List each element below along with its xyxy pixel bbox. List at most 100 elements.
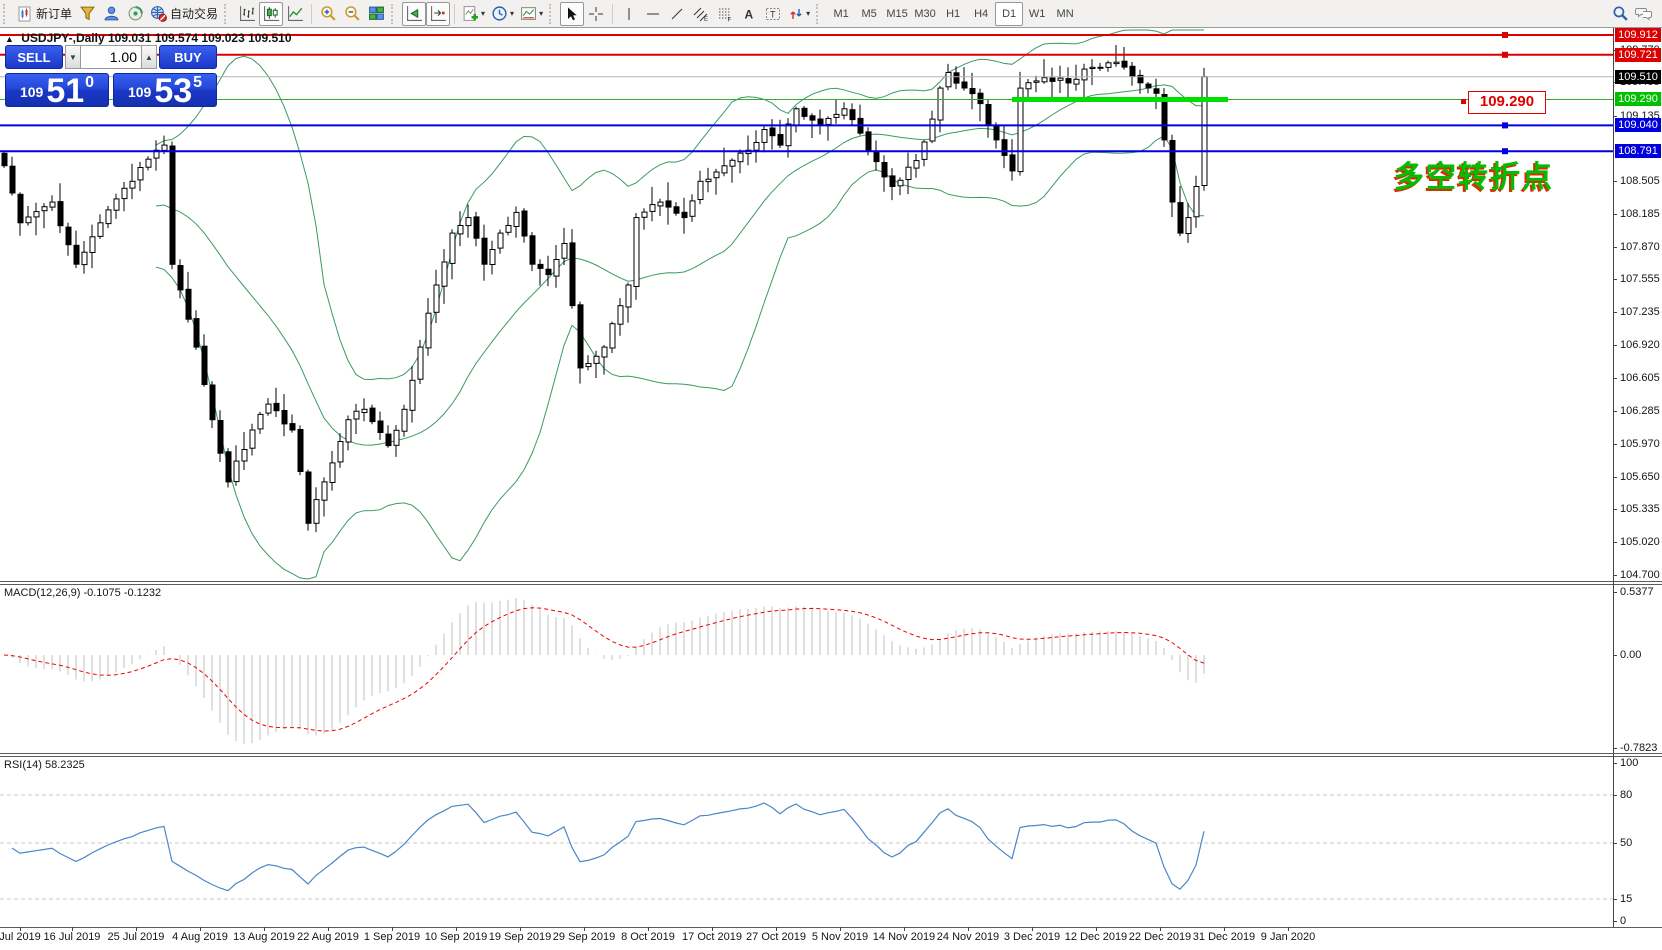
date-tick xyxy=(200,927,201,931)
bar-chart-mode-button[interactable] xyxy=(235,2,259,26)
main-chart[interactable] xyxy=(0,28,1613,581)
chevron-down-icon: ▾ xyxy=(510,9,515,18)
date-tick xyxy=(1224,927,1225,931)
axis-tick xyxy=(1613,763,1617,764)
date-tick xyxy=(456,927,457,931)
horizontal-line-icon xyxy=(647,13,660,14)
timeframe-d1[interactable]: D1 xyxy=(995,1,1024,26)
price-level-box[interactable]: 109.290 xyxy=(1468,91,1546,114)
price-badge: 109.290 xyxy=(1615,92,1661,106)
price-tick-label: 107.235 xyxy=(1620,306,1660,318)
zoom-in-button[interactable] xyxy=(316,2,340,26)
community-button[interactable] xyxy=(99,2,123,26)
toolbar-separator xyxy=(612,3,614,24)
axis-tick xyxy=(1613,843,1617,844)
axis-tick xyxy=(1613,214,1617,215)
timeframe-m5[interactable]: M5 xyxy=(861,7,877,20)
fibonacci-tool-button[interactable]: F xyxy=(713,2,737,26)
autotrading-label: 自动交易 xyxy=(170,7,219,21)
panel-separator[interactable] xyxy=(0,581,1662,582)
toolbar-grip xyxy=(3,3,10,24)
label-tool-button[interactable]: T xyxy=(761,2,785,26)
indicators-button[interactable]: ▾ xyxy=(459,2,488,26)
buy-price[interactable]: 109 53 5 xyxy=(113,73,217,108)
metaeditor-button[interactable] xyxy=(75,2,99,26)
panel-separator[interactable] xyxy=(0,753,1662,754)
vertical-line-tool-button[interactable] xyxy=(617,2,641,26)
toolbar-grip xyxy=(391,3,398,24)
timeframe-w1[interactable]: W1 xyxy=(1028,7,1046,20)
auto-scroll-button[interactable] xyxy=(402,1,427,26)
price-tick-label: 105.020 xyxy=(1620,536,1660,548)
arrows-tool-button[interactable]: ▾ xyxy=(785,2,813,26)
rsi-panel[interactable] xyxy=(0,757,1613,927)
search-button[interactable] xyxy=(1608,2,1632,26)
line-chart-mode-button[interactable] xyxy=(283,2,307,26)
autotrading-globe-icon xyxy=(151,6,167,22)
rsi-levels xyxy=(0,794,1613,900)
timeframe-group: M1 M5 M15 M30 H1 H4 D1 W1 MN xyxy=(827,1,1079,26)
auto-scroll-icon xyxy=(406,6,422,21)
periods-button[interactable]: ▾ xyxy=(488,2,517,26)
timeframe-h1[interactable]: H1 xyxy=(946,7,961,20)
axis-tick xyxy=(1613,378,1617,379)
volume-input[interactable] xyxy=(81,45,141,69)
rsi-line xyxy=(11,802,1205,892)
timeframe-m1[interactable]: M1 xyxy=(833,7,849,20)
macd-panel[interactable] xyxy=(0,585,1613,753)
bollinger-bands xyxy=(155,29,1204,580)
sell-price[interactable]: 109 51 0 xyxy=(5,73,109,108)
candlestick-mode-button[interactable] xyxy=(259,1,284,26)
date-label: 16 Jul 2019 xyxy=(43,931,101,943)
crosshair-tool-button[interactable] xyxy=(584,2,608,26)
price-box-anchor[interactable] xyxy=(1461,99,1466,104)
rsi-tick-label: 100 xyxy=(1620,757,1639,769)
price-badge: 109.040 xyxy=(1615,118,1661,132)
date-label: 4 Aug 2019 xyxy=(172,931,228,943)
axis-tick xyxy=(1613,116,1617,117)
trendline-tool-button[interactable] xyxy=(665,2,689,26)
signals-button[interactable] xyxy=(123,2,147,26)
chart-shift-button[interactable] xyxy=(426,1,451,26)
autotrading-button[interactable]: 自动交易 xyxy=(147,2,221,26)
buy-button[interactable]: BUY xyxy=(159,45,217,69)
price-badge: 108.791 xyxy=(1615,144,1661,158)
cursor-tool-button[interactable] xyxy=(560,1,585,26)
chevron-down-icon: ▾ xyxy=(481,9,486,18)
date-tick xyxy=(136,927,137,931)
templates-button[interactable]: ▾ xyxy=(517,2,546,26)
chat-button[interactable] xyxy=(1632,2,1656,26)
chart-title: ▲ USDJPY-,Daily 109.031 109.574 109.023 … xyxy=(5,31,292,45)
candlestick-icon xyxy=(263,6,279,21)
date-label: 12 Dec 2019 xyxy=(1064,931,1128,943)
date-tick xyxy=(648,927,649,931)
tile-windows-icon xyxy=(368,6,384,20)
timeframe-m15[interactable]: M15 xyxy=(886,7,908,20)
channel-tool-button[interactable]: E xyxy=(689,2,713,26)
pivot-annotation[interactable]: 多空转折点 xyxy=(1394,161,1554,194)
date-label: Jul 2019 xyxy=(0,931,41,943)
horizontal-line-tool-button[interactable] xyxy=(641,2,665,26)
timeframe-h4[interactable]: H4 xyxy=(974,7,989,20)
macd-tick-label: 0.5377 xyxy=(1620,586,1654,598)
sell-button[interactable]: SELL xyxy=(5,45,63,69)
line-anchor-handle xyxy=(1502,51,1508,58)
new-order-button[interactable]: 新订单 xyxy=(14,2,75,26)
zoom-in-icon xyxy=(320,6,336,21)
tile-windows-button[interactable] xyxy=(364,2,388,26)
price-tick-label: 105.970 xyxy=(1620,438,1660,450)
price-badge: 109.721 xyxy=(1615,48,1661,62)
date-label: 10 Sep 2019 xyxy=(424,931,488,943)
date-label: 14 Nov 2019 xyxy=(872,931,936,943)
volume-decrease-button[interactable]: ▼ xyxy=(65,45,81,69)
one-click-panel-toggle[interactable]: ▲ xyxy=(5,34,14,44)
text-tool-button[interactable]: A xyxy=(737,2,761,26)
candles xyxy=(1,45,1208,533)
level-lines[interactable] xyxy=(0,32,1613,155)
timeframe-m30[interactable]: M30 xyxy=(914,7,936,20)
volume-increase-button[interactable]: ▲ xyxy=(141,45,157,69)
chart-shift-icon xyxy=(430,6,446,21)
zoom-out-button[interactable] xyxy=(340,2,364,26)
timeframe-mn[interactable]: MN xyxy=(1056,7,1074,20)
